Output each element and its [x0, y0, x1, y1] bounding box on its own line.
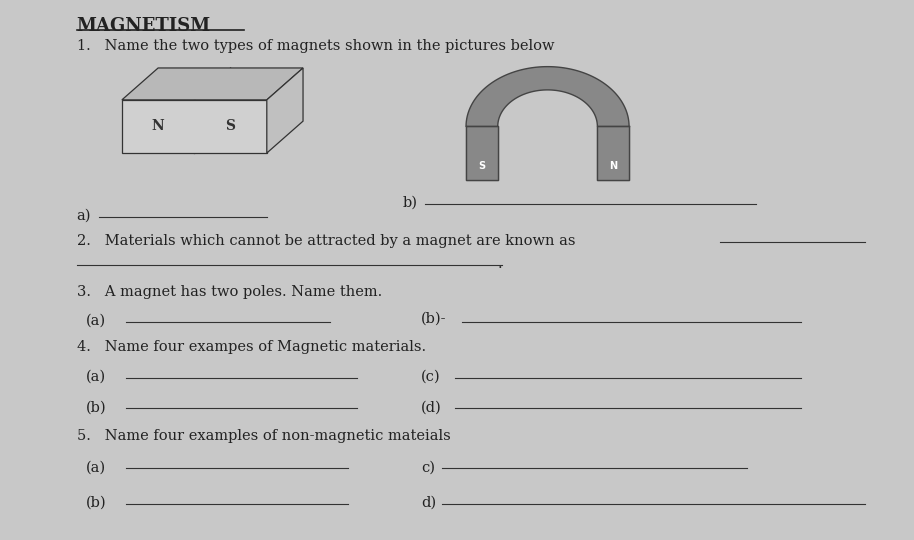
Polygon shape	[598, 126, 629, 180]
Polygon shape	[122, 68, 303, 100]
Polygon shape	[122, 100, 267, 153]
Text: (a): (a)	[86, 370, 106, 384]
Text: (b): (b)	[86, 496, 106, 510]
Text: a): a)	[77, 209, 91, 223]
Polygon shape	[267, 68, 303, 153]
Text: N: N	[609, 161, 617, 171]
Text: S: S	[478, 161, 485, 171]
Text: 4.   Name four exampes of Magnetic materials.: 4. Name four exampes of Magnetic materia…	[77, 340, 426, 354]
Text: (a): (a)	[86, 460, 106, 474]
Text: (a): (a)	[86, 314, 106, 328]
Text: 2.   Materials which cannot be attracted by a magnet are known as: 2. Materials which cannot be attracted b…	[77, 234, 575, 248]
Text: 3.   A magnet has two poles. Name them.: 3. A magnet has two poles. Name them.	[77, 285, 382, 299]
Text: 5.   Name four examples of non-magnetic mateials: 5. Name four examples of non-magnetic ma…	[77, 429, 451, 443]
Text: 1.   Name the two types of magnets shown in the pictures below: 1. Name the two types of magnets shown i…	[77, 39, 554, 53]
Text: MAGNETISM: MAGNETISM	[77, 17, 211, 36]
Text: (c): (c)	[420, 370, 441, 384]
Text: c): c)	[420, 460, 435, 474]
Text: (b): (b)	[86, 400, 106, 414]
Text: b): b)	[403, 195, 418, 210]
Polygon shape	[466, 126, 498, 180]
Text: N: N	[152, 119, 165, 133]
Polygon shape	[466, 66, 629, 126]
Text: d): d)	[420, 496, 436, 510]
Text: (b)-: (b)-	[420, 312, 446, 326]
Text: (d): (d)	[420, 400, 441, 414]
Text: S: S	[226, 119, 236, 133]
Text: .: .	[498, 256, 503, 271]
